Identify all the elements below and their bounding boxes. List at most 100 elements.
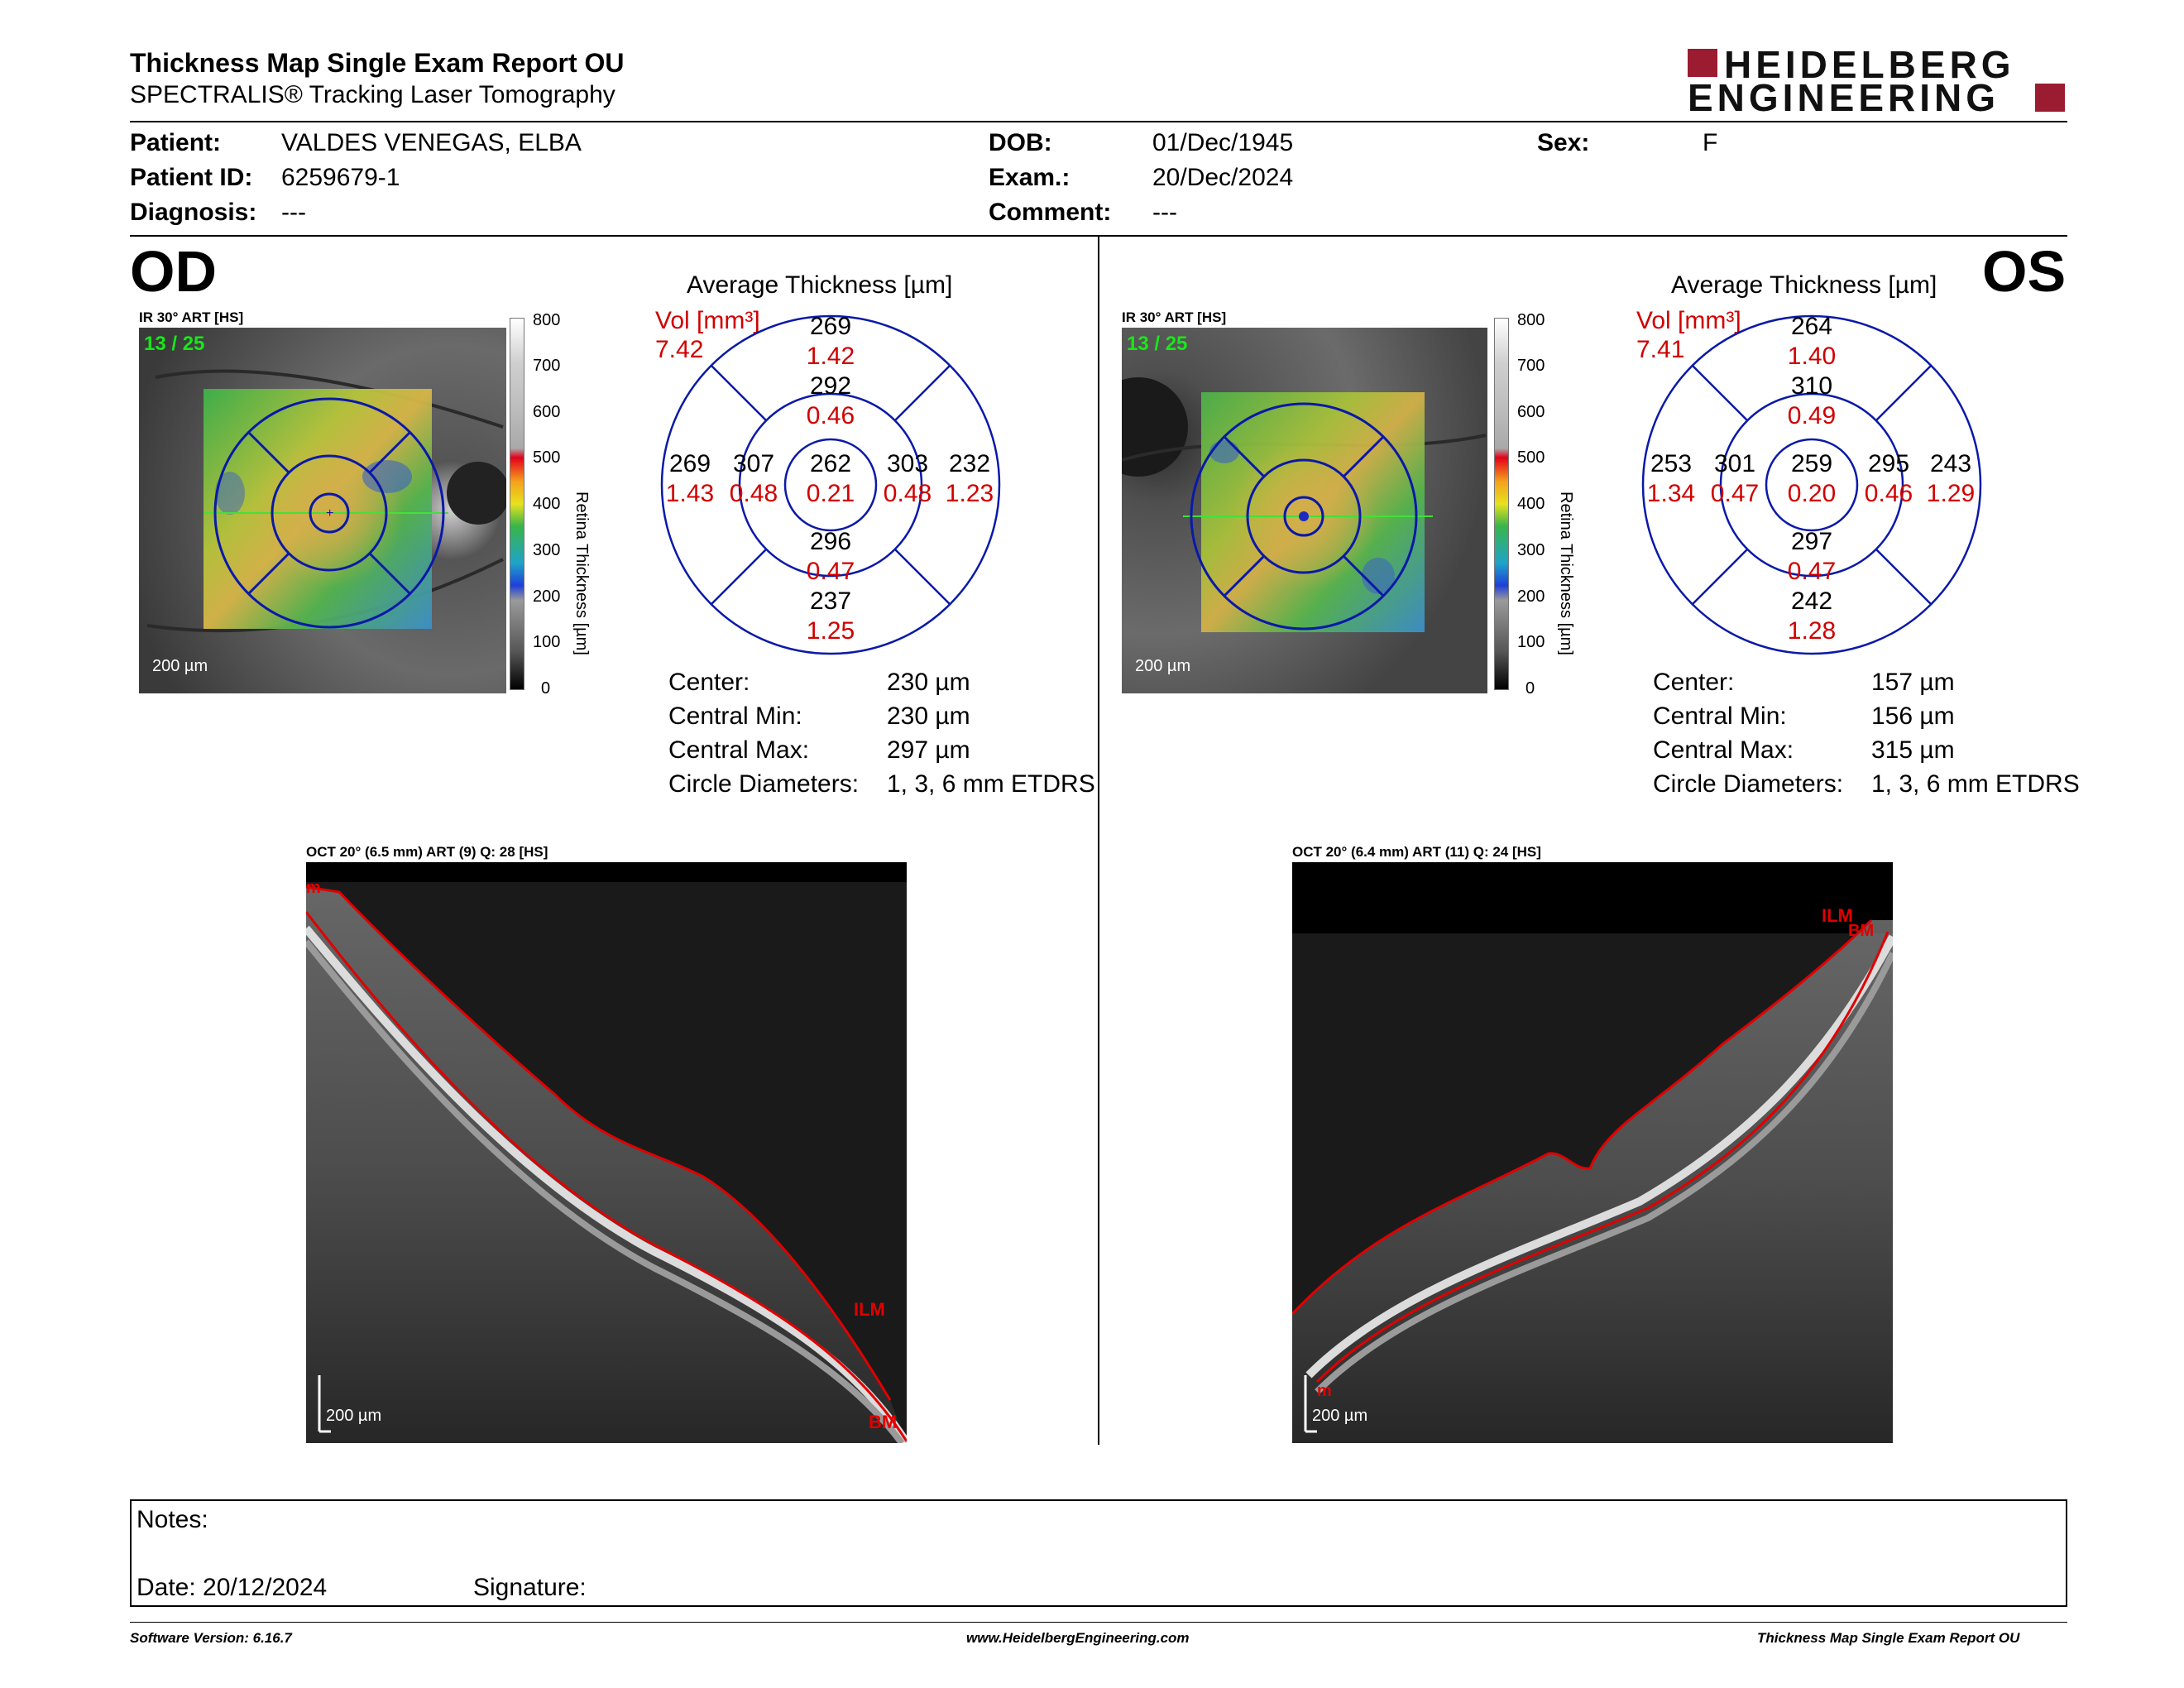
od-inner-left-thickness: 307	[732, 450, 775, 477]
footer-report-name: Thickness Map Single Exam Report OU	[1757, 1630, 2020, 1646]
os-oct-m-label: m	[1317, 1382, 1332, 1400]
os-outer-right-volume: 1.29	[1926, 480, 1976, 507]
os-tick-300: 300	[1517, 541, 1545, 559]
od-tick-500: 500	[533, 448, 561, 467]
logo-square-top	[1688, 49, 1717, 77]
os-center-thickness: 259	[1790, 450, 1833, 477]
sex-value: F	[1703, 129, 1718, 156]
os-max-value: 315 µm	[1871, 736, 1955, 764]
od-tick-700: 700	[533, 357, 561, 375]
od-center-label: Center:	[668, 669, 750, 696]
diagnosis-value: ---	[281, 199, 306, 226]
os-fundus-scale: 200 µm	[1135, 657, 1191, 675]
od-vol-value: 7.42	[655, 336, 704, 363]
notes-box[interactable]: Notes: Date: 20/12/2024 Signature:	[130, 1499, 2067, 1607]
od-oct-scale: 200 µm	[326, 1407, 382, 1425]
os-inner-right-volume: 0.46	[1864, 480, 1913, 507]
os-inner-sup-volume: 0.49	[1787, 402, 1837, 429]
os-inner-left-thickness: 301	[1713, 450, 1756, 477]
exam-value: 20/Dec/2024	[1152, 164, 1294, 191]
od-oct-bm-label: BM	[869, 1412, 898, 1432]
od-fundus-scale: 200 µm	[152, 657, 208, 675]
od-max-label: Central Max:	[668, 736, 810, 764]
os-fundus-image: 13 / 25 200 µm	[1089, 328, 1487, 693]
od-outer-inf-thickness: 237	[809, 587, 852, 615]
os-oct-bm-label: BM	[1848, 922, 1875, 940]
os-diam-value: 1, 3, 6 mm ETDRS	[1871, 770, 2080, 798]
diagnosis-label: Diagnosis:	[130, 199, 257, 226]
os-oct-label: OCT 20° (6.4 mm) ART (11) Q: 24 [HS]	[1292, 844, 1541, 860]
dob-value: 01/Dec/1945	[1152, 129, 1294, 156]
od-scale-label: Retina Thickness [µm]	[572, 492, 591, 655]
os-inner-inf-thickness: 297	[1790, 528, 1833, 555]
od-oct-ilm-label: ILM	[854, 1299, 885, 1320]
signature-label: Signature:	[473, 1574, 587, 1601]
od-inner-inf-thickness: 296	[809, 528, 852, 555]
eye-label-os: OS	[1982, 239, 2067, 304]
od-tick-300: 300	[533, 541, 561, 559]
report-subtitle: SPECTRALIS® Tracking Laser Tomography	[130, 81, 615, 108]
os-min-label: Central Min:	[1653, 703, 1787, 730]
comment-value: ---	[1152, 199, 1177, 226]
od-outer-left-volume: 1.43	[665, 480, 715, 507]
os-scale-label: Retina Thickness [µm]	[1557, 492, 1575, 655]
od-min-label: Central Min:	[668, 703, 802, 730]
logo-text-2: ENGINEERING	[1688, 76, 2000, 119]
od-ir-label: IR 30° ART [HS]	[139, 309, 244, 325]
od-oct-label: OCT 20° (6.5 mm) ART (9) Q: 28 [HS]	[306, 844, 548, 860]
footer-website-link[interactable]: www.HeidelbergEngineering.com	[966, 1630, 1190, 1646]
os-tick-400: 400	[1517, 495, 1545, 513]
od-inner-sup-thickness: 292	[809, 372, 852, 400]
os-tick-700: 700	[1517, 357, 1545, 375]
os-min-value: 156 µm	[1871, 703, 1955, 730]
os-max-label: Central Max:	[1653, 736, 1794, 764]
od-outer-left-thickness: 269	[668, 450, 711, 477]
os-outer-inf-volume: 1.28	[1787, 617, 1837, 645]
os-frame-counter: 13 / 25	[1127, 333, 1188, 355]
comment-label: Comment:	[989, 199, 1112, 226]
os-vol-label: Vol [mm³]	[1636, 307, 1741, 334]
od-scale-bar	[510, 318, 524, 690]
patient-name: VALDES VENEGAS, ELBA	[281, 129, 582, 156]
logo-text-1: HEIDELBERG	[1724, 43, 2015, 86]
od-inner-right-thickness: 303	[886, 450, 929, 477]
os-diam-label: Circle Diameters:	[1653, 770, 1844, 798]
os-scale-bar	[1494, 318, 1509, 690]
os-inner-left-volume: 0.47	[1710, 480, 1760, 507]
os-center-volume: 0.20	[1787, 480, 1837, 507]
od-avg-title: Average Thickness [µm]	[687, 271, 953, 299]
footer-rule	[130, 1622, 2067, 1623]
patient-label: Patient:	[130, 129, 222, 156]
od-inner-inf-volume: 0.47	[806, 558, 855, 585]
os-outer-left-volume: 1.34	[1646, 480, 1696, 507]
od-tick-400: 400	[533, 495, 561, 513]
notes-label: Notes:	[136, 1506, 208, 1533]
date-label: Date: 20/12/2024	[136, 1574, 328, 1601]
od-inner-left-volume: 0.48	[729, 480, 778, 507]
os-etdrs-grid: 264 1.40 310 0.49 259 0.20 301 0.47 295 …	[1640, 313, 1984, 657]
os-inner-sup-thickness: 310	[1790, 372, 1833, 400]
os-tick-600: 600	[1517, 403, 1545, 421]
od-min-value: 230 µm	[887, 703, 970, 730]
os-oct-scan: ILM BM m 200 µm	[1291, 862, 1897, 1443]
od-fundus-image: + 13 / 25 200 µm	[139, 328, 510, 693]
od-outer-sup-thickness: 269	[809, 313, 852, 340]
od-frame-counter: 13 / 25	[144, 333, 205, 355]
eye-divider	[1098, 237, 1099, 1445]
os-tick-100: 100	[1517, 633, 1545, 651]
patient-id: 6259679-1	[281, 164, 400, 191]
heidelberg-logo: HEIDELBERG ENGINEERING	[1688, 43, 2068, 119]
od-oct-m-label: m	[306, 879, 321, 897]
patient-rule	[130, 235, 2067, 237]
eye-label-od: OD	[130, 239, 217, 304]
od-center-volume: 0.21	[806, 480, 855, 507]
os-tick-500: 500	[1517, 448, 1545, 467]
logo-square-bottom	[2035, 84, 2065, 112]
od-center-value: 230 µm	[887, 669, 970, 696]
od-diam-value: 1, 3, 6 mm ETDRS	[887, 770, 1095, 798]
od-max-value: 297 µm	[887, 736, 970, 764]
report-title: Thickness Map Single Exam Report OU	[130, 48, 625, 78]
od-outer-right-thickness: 232	[948, 450, 991, 477]
od-tick-200: 200	[533, 587, 561, 606]
od-center-thickness: 262	[809, 450, 852, 477]
